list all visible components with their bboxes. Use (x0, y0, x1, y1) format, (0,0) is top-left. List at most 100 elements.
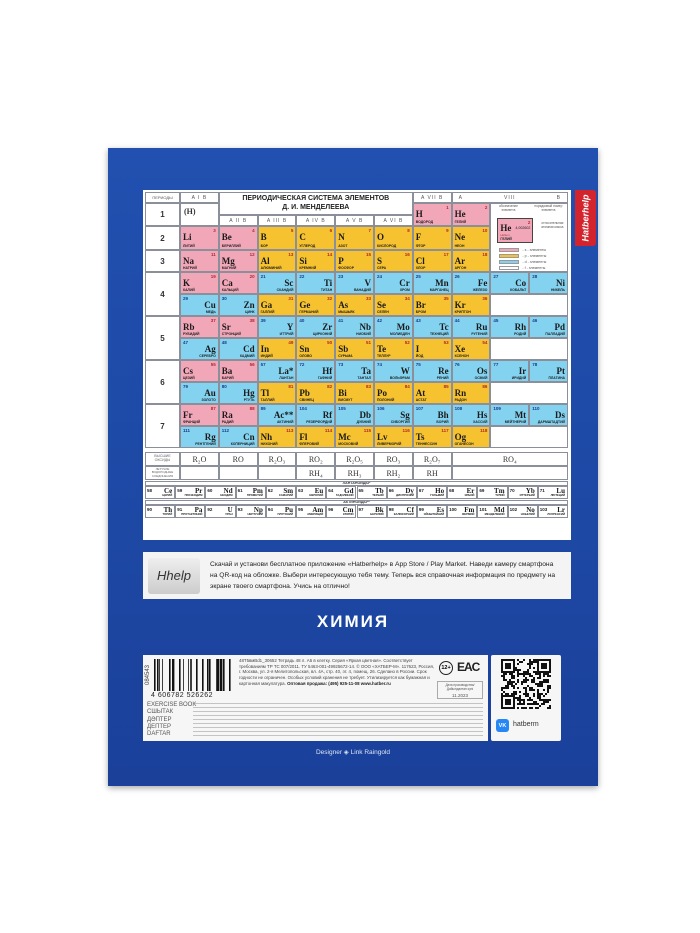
element-cell[interactable]: 35 Br БРОМ (412, 294, 452, 316)
element-cell[interactable]: 88 Ra РАДИЙ (218, 404, 258, 426)
element-cell[interactable]: 55 Cs ЦЕЗИЙ (180, 360, 219, 382)
element-cell[interactable]: 14 Si КРЕМНИЙ (296, 250, 336, 272)
element-cell[interactable]: 6 C УГЛЕРОД (296, 226, 336, 250)
element-cell[interactable]: 58 Ce ЦЕРИЙ (145, 486, 176, 499)
element-cell[interactable]: 56 Ba БАРИЙ (218, 360, 258, 382)
element-cell[interactable]: 65 Tb ТЕРБИЙ (356, 486, 387, 499)
element-cell[interactable]: 21 Sc СКАНДИЙ (257, 272, 297, 294)
element-cell[interactable]: 78 Pt ПЛАТИНА (529, 360, 568, 382)
element-cell[interactable]: 81 Tl ТАЛЛИЙ (257, 382, 297, 404)
element-cell[interactable]: 48 Cd КАДМИЙ (218, 338, 258, 360)
element-cell[interactable]: 11 Na НАТРИЙ (180, 250, 219, 272)
element-cell[interactable]: 77 Ir ИРИДИЙ (490, 360, 530, 382)
element-cell[interactable]: 107 Bh БОРИЙ (412, 404, 452, 426)
element-cell[interactable]: 115 Mc МОСКОВИЙ (335, 426, 374, 448)
element-cell[interactable]: 2 He ГЕЛИЙ (451, 203, 491, 226)
element-cell[interactable]: 37 Rb РУБИДИЙ (180, 316, 219, 338)
element-cell[interactable]: 92 U УРАН (205, 505, 236, 518)
element-cell[interactable]: 25 Mn МАРГАНЕЦ (412, 272, 452, 294)
element-cell[interactable]: 24 Cr ХРОМ (374, 272, 413, 294)
element-cell[interactable]: 41 Nb НИОБИЙ (335, 316, 374, 338)
element-cell[interactable]: 38 Sr СТРОНЦИЙ (218, 316, 258, 338)
element-cell[interactable]: 100 Fm ФЕРМИЙ (447, 505, 478, 518)
element-cell[interactable]: 117 Ts ТЕННЕССИН (412, 426, 452, 448)
qr-code[interactable] (496, 659, 556, 709)
element-cell[interactable]: 27 Co КОБАЛЬТ (490, 272, 530, 294)
element-cell[interactable]: 93 Np НЕПТУНИЙ (235, 505, 266, 518)
element-cell[interactable]: 110 Ds ДАРМШТАДТИЙ (529, 404, 568, 426)
element-cell[interactable]: 118 Og ОГАНЕСОН (451, 426, 491, 448)
element-cell[interactable]: 44 Ru РУТЕНИЙ (451, 316, 491, 338)
element-cell[interactable]: 57 La* ЛАНТАН (257, 360, 297, 382)
element-cell[interactable]: 31 Ga ГАЛЛИЙ (257, 294, 297, 316)
element-cell[interactable]: 49 In ИНДИЙ (257, 338, 297, 360)
element-cell[interactable]: 108 Hs ХАССИЙ (451, 404, 491, 426)
element-cell[interactable]: 75 Re РЕНИЙ (412, 360, 452, 382)
element-cell[interactable]: 84 Po ПОЛОНИЙ (374, 382, 413, 404)
element-cell[interactable]: 94 Pu ПЛУТОНИЙ (265, 505, 297, 518)
element-cell[interactable]: 8 O КИСЛОРОД (374, 226, 413, 250)
element-cell[interactable]: 71 Lu ЛЮТЕЦИЙ (537, 486, 568, 499)
element-cell[interactable]: 1 H ВОДОРОД (412, 203, 452, 226)
element-cell[interactable]: 42 Mo МОЛИБДЕН (374, 316, 413, 338)
element-cell[interactable]: 66 Dy ДИСПРОЗИЙ (386, 486, 417, 499)
element-cell[interactable]: 54 Xe КСЕНОН (451, 338, 491, 360)
element-cell[interactable]: 102 No НОБЕЛИЙ (507, 505, 538, 518)
element-cell[interactable]: 12 Mg МАГНИЙ (218, 250, 258, 272)
element-cell[interactable]: 64 Gd ГАДОЛИНИЙ (326, 486, 357, 499)
element-cell[interactable]: 82 Pb СВИНЕЦ (296, 382, 336, 404)
element-cell[interactable]: 34 Se СЕЛЕН (374, 294, 413, 316)
element-cell[interactable]: 10 Ne НЕОН (451, 226, 491, 250)
element-cell[interactable]: 74 W ВОЛЬФРАМ (374, 360, 413, 382)
element-cell[interactable]: 63 Eu ЕВРОПИЙ (296, 486, 327, 499)
element-cell[interactable]: 51 Sb СУРЬМА (335, 338, 374, 360)
element-cell[interactable]: 9 F ФТОР (412, 226, 452, 250)
element-cell[interactable]: 39 Y ИТТРИЙ (257, 316, 297, 338)
element-cell[interactable]: 28 Ni НИКЕЛЬ (529, 272, 568, 294)
element-cell[interactable]: 97 Bk БЕРКЛИЙ (356, 505, 387, 518)
element-cell[interactable]: 70 Yb ИТТЕРБИЙ (507, 486, 538, 499)
element-cell[interactable]: 90 Th ТОРИЙ (145, 505, 176, 518)
element-cell[interactable]: 89 Ac** АКТИНИЙ (257, 404, 297, 426)
element-cell[interactable]: 62 Sm САМАРИЙ (265, 486, 297, 499)
element-cell[interactable]: 47 Ag СЕРЕБРО (180, 338, 219, 360)
element-cell[interactable]: 86 Rn РАДОН (451, 382, 491, 404)
element-cell[interactable]: 43 Tc ТЕХНЕЦИЙ (412, 316, 452, 338)
element-cell[interactable]: 20 Ca КАЛЬЦИЙ (218, 272, 258, 294)
element-cell[interactable]: 106 Sg СИБОРГИЙ (374, 404, 413, 426)
element-cell[interactable]: 18 Ar АРГОН (451, 250, 491, 272)
element-cell[interactable]: 29 Cu МЕДЬ (180, 294, 219, 316)
element-cell[interactable]: 105 Db ДУБНИЙ (335, 404, 374, 426)
element-cell[interactable]: 76 Os ОСМИЙ (451, 360, 491, 382)
element-cell[interactable]: 104 Rf РЕЗЕРФОРДИЙ (296, 404, 336, 426)
element-cell[interactable]: 26 Fe ЖЕЛЕЗО (451, 272, 491, 294)
element-cell[interactable]: 113 Nh НИХОНИЙ (257, 426, 297, 448)
element-cell[interactable]: 72 Hf ГАФНИЙ (296, 360, 336, 382)
element-cell[interactable]: 3 Li ЛИТИЙ (180, 226, 219, 250)
element-cell[interactable]: 116 Lv ЛИВЕРМОРИЙ (374, 426, 413, 448)
element-cell[interactable]: 30 Zn ЦИНК (218, 294, 258, 316)
element-cell[interactable]: 85 At АСТАТ (412, 382, 452, 404)
element-cell[interactable]: 103 Lr ЛОУРЕНСИЙ (537, 505, 568, 518)
element-cell[interactable]: 68 Er ЭРБИЙ (447, 486, 478, 499)
element-cell[interactable]: 67 Ho ГОЛЬМИЙ (416, 486, 448, 499)
element-cell[interactable]: 95 Am АМЕРИЦИЙ (296, 505, 327, 518)
element-cell[interactable]: 60 Nd НЕОДИМ (205, 486, 236, 499)
element-cell[interactable]: 112 Cn КОПЕРНИЦИЙ (218, 426, 258, 448)
element-cell[interactable]: 69 Tm ТУЛИЙ (477, 486, 508, 499)
element-cell[interactable]: 5 B БОР (257, 226, 297, 250)
element-cell[interactable]: 109 Mt МЕЙТНЕРИЙ (490, 404, 530, 426)
element-cell[interactable]: 96 Cm КЮРИЙ (326, 505, 357, 518)
element-cell[interactable]: 111 Rg РЕНТГЕНИЙ (180, 426, 219, 448)
element-cell[interactable]: 73 Ta ТАНТАЛ (335, 360, 374, 382)
element-cell[interactable]: 98 Cf КАЛИФОРНИЙ (386, 505, 417, 518)
element-cell[interactable]: 99 Es ЭЙНШТЕЙНИЙ (416, 505, 448, 518)
element-cell[interactable]: 46 Pd ПАЛЛАДИЙ (529, 316, 568, 338)
element-cell[interactable]: 15 P ФОСФОР (335, 250, 374, 272)
element-cell[interactable]: 91 Pa ПРОТАКТИНИЙ (175, 505, 206, 518)
vk-handle[interactable]: hatberm (513, 721, 539, 728)
element-cell[interactable]: 79 Au ЗОЛОТО (180, 382, 219, 404)
element-cell[interactable]: 50 Sn ОЛОВО (296, 338, 336, 360)
element-cell[interactable]: 19 K КАЛИЙ (180, 272, 219, 294)
element-cell[interactable]: 59 Pr ПРАЗЕОДИМ (175, 486, 206, 499)
